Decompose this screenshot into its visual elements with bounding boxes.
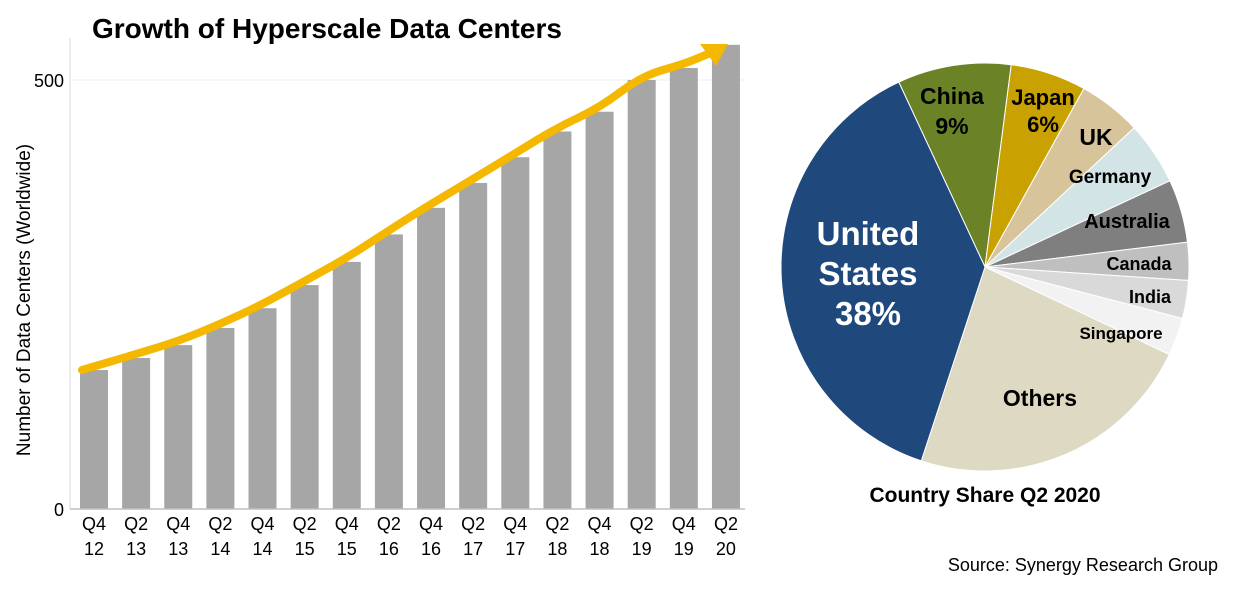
x-tick-label: Q2 <box>630 514 654 534</box>
bar <box>164 345 193 509</box>
x-tick-label: 19 <box>674 539 694 559</box>
bar <box>543 131 572 510</box>
bar <box>122 357 151 509</box>
x-tick-label: 15 <box>337 539 357 559</box>
bar <box>290 285 319 509</box>
bar-chart-title: Growth of Hyperscale Data Centers <box>92 13 562 44</box>
bar <box>332 261 361 509</box>
slice-label: India <box>1129 287 1172 307</box>
slice-label: Australia <box>1084 211 1170 233</box>
trend-arrow <box>78 50 712 375</box>
y-tick-label: 0 <box>54 500 64 520</box>
source-note: Source: Synergy Research Group <box>948 555 1218 575</box>
slice-label: UK <box>1079 124 1113 150</box>
x-tick-label: 18 <box>547 539 567 559</box>
slice-label: Canada <box>1106 254 1172 274</box>
x-tick-label: 14 <box>253 539 273 559</box>
slice-percent-label: 38% <box>835 295 901 332</box>
x-tick-label: 17 <box>463 539 483 559</box>
x-tick-label: Q4 <box>82 514 106 534</box>
x-tick-label: Q4 <box>503 514 527 534</box>
pie-slice-others <box>920 266 1170 472</box>
x-tick-label: Q2 <box>714 514 738 534</box>
bar <box>459 182 488 509</box>
bar <box>711 44 740 510</box>
x-tick-label: Q4 <box>251 514 275 534</box>
x-tick-label: Q4 <box>166 514 190 534</box>
slice-label: Others <box>1003 385 1077 411</box>
x-tick-label: 17 <box>505 539 525 559</box>
slice-label: China <box>920 83 984 109</box>
x-tick-label: Q2 <box>208 514 232 534</box>
slice-label: Germany <box>1069 167 1152 188</box>
bar <box>374 234 403 509</box>
x-tick-label: 12 <box>84 539 104 559</box>
arrow-head-icon <box>700 44 728 66</box>
x-tick-label: Q2 <box>461 514 485 534</box>
slice-percent-label: 6% <box>1027 112 1059 137</box>
x-tick-label: Q2 <box>545 514 569 534</box>
x-tick-label: 14 <box>210 539 230 559</box>
y-axis-label: Number of Data Centers (Worldwide) <box>14 144 35 456</box>
x-tick-label: Q4 <box>672 514 696 534</box>
bar <box>248 308 277 509</box>
bar <box>669 67 698 509</box>
x-tick-label: 20 <box>716 539 736 559</box>
pie-slice-united-states <box>780 81 986 462</box>
pie-slice-china <box>898 62 1012 269</box>
x-tick-label: 18 <box>590 539 610 559</box>
bar-chart: 0 500 Q4 12 Q2 13 Q4 13 Q2 14 Q4 14 Q2 15 Q4 15 Q2 16 Q4 16… <box>34 38 745 559</box>
slice-percent-label: 9% <box>935 113 968 139</box>
bar <box>206 327 235 509</box>
x-tick-label: Q4 <box>419 514 443 534</box>
x-tick-label: 19 <box>632 539 652 559</box>
x-tick-label: Q4 <box>335 514 359 534</box>
bar <box>627 80 656 509</box>
pie-chart-title: Country Share Q2 2020 <box>869 484 1100 507</box>
slice-label: Singapore <box>1079 324 1162 343</box>
x-tick-label: 13 <box>126 539 146 559</box>
bar <box>417 207 446 510</box>
bar <box>585 111 614 509</box>
y-tick-label: 500 <box>34 71 64 91</box>
slice-label: States <box>818 255 917 292</box>
x-tick-label: Q4 <box>588 514 612 534</box>
bar <box>501 157 530 509</box>
x-tick-label: Q2 <box>124 514 148 534</box>
bar <box>80 370 108 509</box>
x-tick-label: Q2 <box>377 514 401 534</box>
x-tick-label: Q2 <box>293 514 317 534</box>
x-tick-label: 16 <box>421 539 441 559</box>
x-tick-label: 15 <box>295 539 315 559</box>
slice-label: United <box>817 215 920 252</box>
x-tick-label: 13 <box>168 539 188 559</box>
x-tick-label: 16 <box>379 539 399 559</box>
slice-label: Japan <box>1011 85 1075 110</box>
